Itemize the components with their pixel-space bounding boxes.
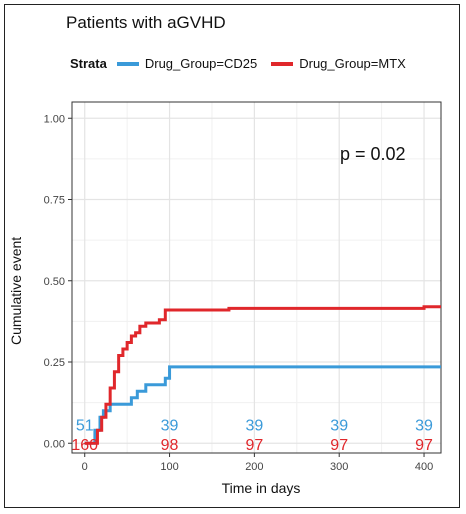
y-tick-label: 0.75 [44, 195, 65, 207]
at-risk-label: 97 [245, 437, 263, 454]
legend-key-cd25 [116, 61, 139, 66]
x-axis-label: Time in days [221, 480, 301, 496]
legend-title: Strata [70, 56, 107, 71]
at-risk-label: 98 [161, 437, 179, 454]
plot-panel [72, 102, 441, 453]
at-risk-label: 39 [415, 418, 433, 435]
x-tick-label: 400 [415, 461, 433, 473]
x-tick-label: 200 [245, 461, 263, 473]
legend-entry-mtx: Drug_Group=MTX [271, 56, 406, 71]
at-risk-label: 97 [330, 437, 348, 454]
chart-title: Patients with aGVHD [66, 13, 226, 32]
y-tick-label: 0.25 [44, 357, 65, 369]
legend-entry-cd25: Drug_Group=CD25 [116, 56, 258, 71]
x-tick-label: 0 [82, 461, 88, 473]
y-tick-label: 0.50 [44, 276, 65, 288]
y-tick-label: 0.00 [44, 438, 65, 450]
plot-border [71, 101, 442, 454]
series-line-mtx [84, 305, 441, 445]
legend: Strata Drug_Group=CD25 Drug_Group=MTX [70, 56, 420, 71]
x-tick-label: 100 [160, 461, 178, 473]
y-axis-label: Cumulative event [8, 236, 24, 345]
at-risk-label: 97 [415, 437, 433, 454]
at-risk-label: 160 [71, 437, 98, 454]
at-risk-label: 39 [245, 418, 263, 435]
y-tick-label: 1.00 [44, 113, 65, 125]
legend-key-mtx [271, 61, 294, 66]
at-risk-label: 51 [76, 418, 94, 435]
x-axis-label-wrap: Time in days [0, 480, 466, 496]
legend-label-mtx: Drug_Group=MTX [299, 56, 406, 71]
legend-label-cd25: Drug_Group=CD25 [144, 56, 258, 71]
at-risk-label: 39 [161, 418, 179, 435]
p-value-annotation: p = 0.02 [340, 144, 406, 164]
x-tick-label: 300 [330, 461, 348, 473]
at-risk-label: 39 [330, 418, 348, 435]
